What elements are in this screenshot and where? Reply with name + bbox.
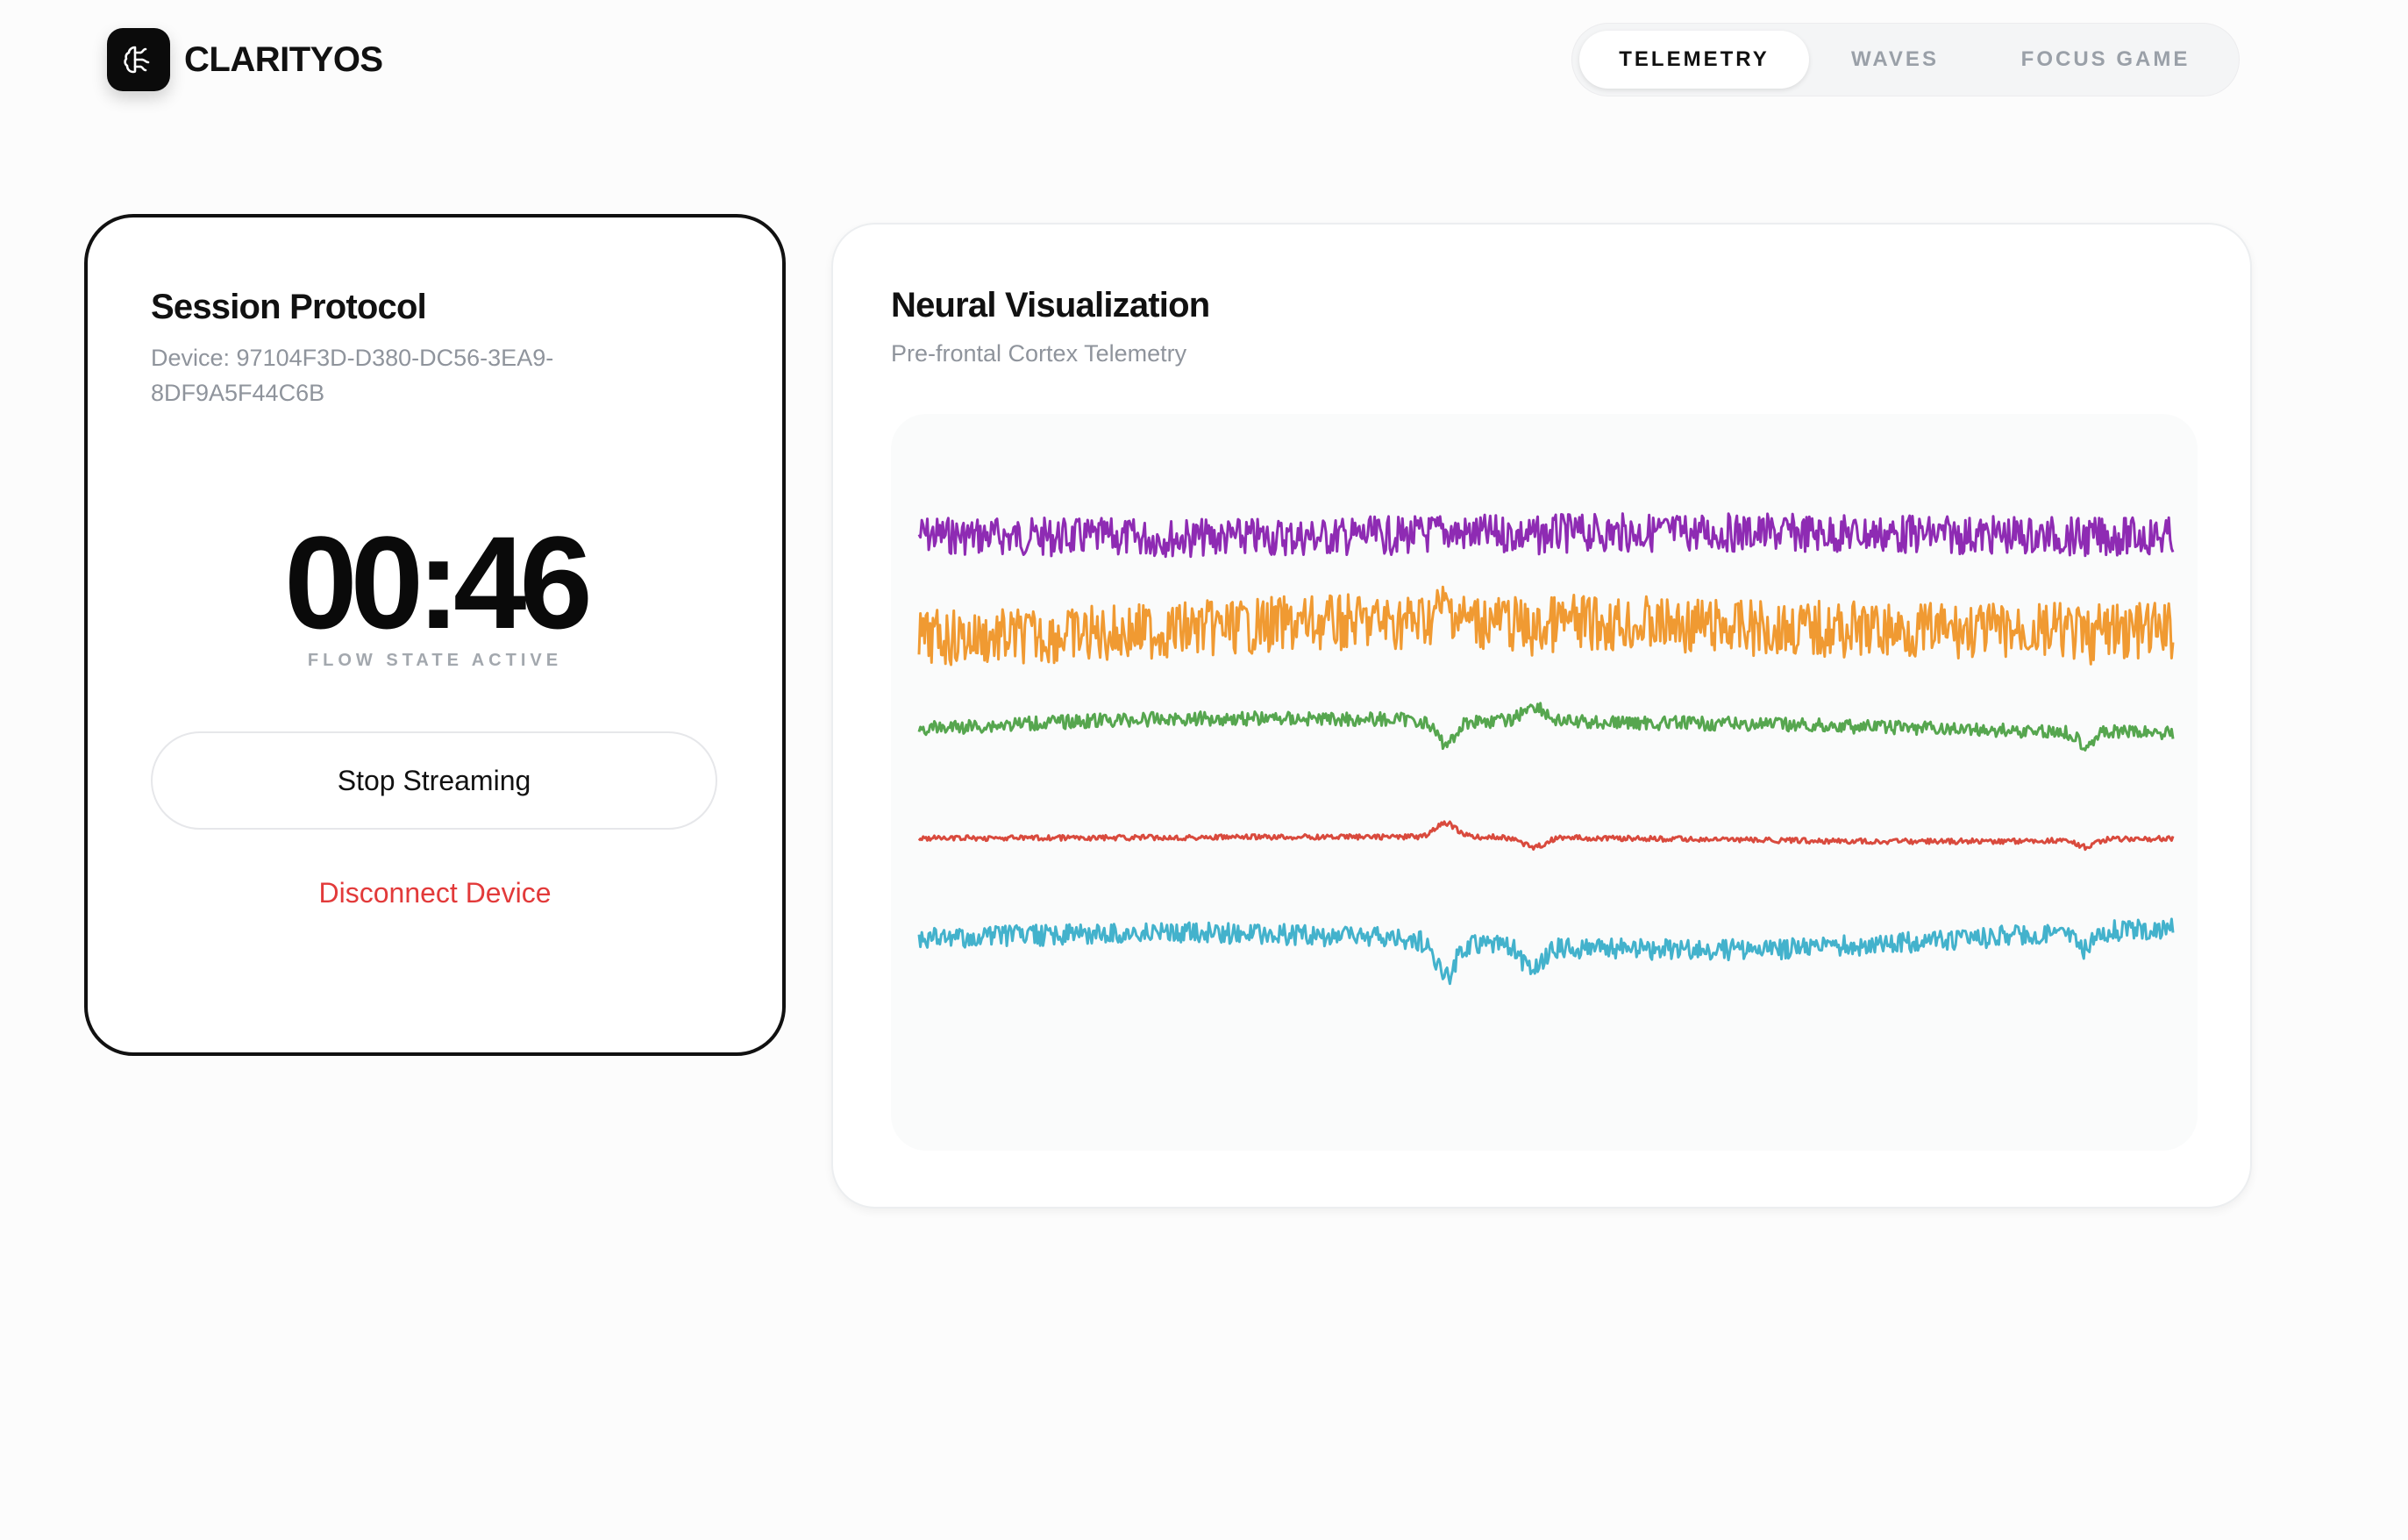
eeg-channel-trace-1 (917, 512, 2175, 559)
tab-waves[interactable]: WAVES (1851, 47, 1939, 71)
eeg-channel-trace-4 (917, 820, 2175, 852)
brand[interactable]: CLARITYOS (107, 28, 383, 91)
tab-focus-game[interactable]: FOCUS GAME (2020, 47, 2191, 71)
eeg-channel-trace-2 (917, 585, 2175, 667)
eeg-channel-trace-5 (917, 917, 2175, 986)
eeg-waveform-plot (917, 512, 2175, 986)
main-nav: TELEMETRY WAVES FOCUS GAME (1571, 23, 2240, 96)
session-protocol-card: Session Protocol Device: 97104F3D-D380-D… (84, 214, 786, 1056)
session-title: Session Protocol (151, 288, 427, 326)
neural-visualization-card: Neural Visualization Pre-frontal Cortex … (831, 223, 2252, 1208)
disconnect-device-link[interactable]: Disconnect Device (318, 877, 552, 909)
brain-icon (107, 28, 170, 91)
visualization-title: Neural Visualization (891, 286, 1210, 324)
flow-state-label: FLOW STATE ACTIVE (307, 651, 563, 670)
brand-name: CLARITYOS (184, 39, 383, 79)
tab-telemetry[interactable]: TELEMETRY (1579, 31, 1809, 89)
stop-streaming-button[interactable]: Stop Streaming (151, 731, 717, 830)
device-id: Device: 97104F3D-D380-DC56-3EA9-8DF9A5F4… (151, 345, 554, 406)
eeg-channel-trace-3 (917, 702, 2175, 752)
session-timer: 00:46 (284, 509, 593, 656)
visualization-subtitle: Pre-frontal Cortex Telemetry (891, 340, 1187, 367)
eeg-waveform-panel (891, 414, 2198, 1151)
